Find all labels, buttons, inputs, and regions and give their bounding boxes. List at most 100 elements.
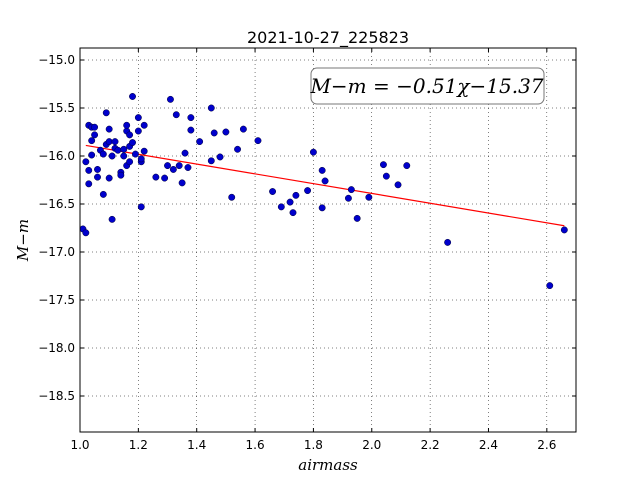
data-point [207,104,215,112]
data-point [184,164,192,171]
data-point [164,162,171,170]
data-point [289,209,297,217]
data-point [114,146,122,154]
data-point [120,152,128,160]
data-point [216,153,224,161]
data-point [353,214,361,222]
x-axis-label: airmass [298,456,358,474]
y-tick-label: −16.5 [38,197,75,211]
data-point [94,173,101,181]
data-point [309,148,317,156]
y-tick-label: −15.0 [38,53,75,67]
plot-frame [79,47,577,433]
data-point [140,147,148,155]
data-point [134,114,142,122]
data-point [254,137,262,145]
data-point [187,114,195,122]
grid [79,48,576,432]
data-point [137,203,145,211]
data-point [382,172,390,180]
data-point [239,125,247,133]
plot-area [80,48,576,432]
fit-line-group [85,144,565,227]
x-tick-label: 2.4 [479,438,498,452]
data-point [344,194,352,202]
x-tick-label: 2.2 [421,438,440,452]
x-tick-label: 2.6 [537,438,556,452]
data-point [102,109,110,117]
data-point [172,111,180,119]
data-point [546,282,554,290]
x-tick-label: 1.6 [246,438,265,452]
data-point [187,126,195,134]
data-point [277,203,285,211]
data-point [126,158,134,166]
data-point [269,188,277,195]
data-point [129,93,136,100]
y-tick-label: −18.0 [38,341,75,355]
y-tick-label: −17.0 [38,245,75,259]
data-point [123,121,131,129]
data-point [137,155,145,163]
data-point [88,151,96,159]
data-point [234,145,242,153]
x-tick-label: 1.0 [70,438,89,452]
data-point [82,158,90,166]
data-point [210,129,218,137]
x-tick-label: 1.8 [304,438,323,452]
axis-ticks: 1.0 1.2 1.4 1.6 1.8 2.0 2.2 2.4 2.6 −15.0 −15.5 −16… [38,48,576,452]
data-point [105,138,113,146]
data-point [161,174,169,182]
data-point [228,193,236,201]
data-point [318,204,326,212]
data-point [99,150,107,158]
data-point [321,177,329,185]
data-point [99,190,107,198]
data-point [175,162,183,170]
data-point [129,139,136,147]
data-point [444,238,452,246]
data-point [394,181,402,189]
data-point [178,179,186,187]
data-point [140,121,148,129]
data-point [105,125,113,133]
data-point [108,215,116,223]
y-axis-label: M−m [14,219,32,262]
data-point [365,193,373,201]
data-point [292,191,300,199]
data-point [181,149,189,157]
data-point [88,137,96,145]
fit-equation-annotation: M−m = −0.51χ−15.37 [309,74,543,98]
data-points [79,93,568,290]
data-point [318,166,326,174]
x-tick-label: 1.4 [187,438,206,452]
data-point [403,162,411,170]
data-point [222,128,230,136]
x-tick-label: 1.2 [129,438,148,452]
data-point [117,171,125,179]
data-point [304,187,312,195]
x-tick-label: 2.0 [362,438,381,452]
annotation-box: M−m = −0.51χ−15.37 [309,67,545,105]
data-point [286,198,294,206]
y-tick-label: −16.0 [38,149,75,163]
data-point [85,166,93,174]
data-point [85,180,93,188]
data-point [196,138,204,146]
data-point [111,138,119,146]
data-point [91,131,99,139]
data-point [134,127,142,135]
fit-line [85,144,565,227]
data-point [94,165,101,173]
data-point [105,174,113,182]
chart-title: 2021-10-27_225823 [247,28,409,48]
data-point [379,161,387,169]
data-point [108,152,116,160]
data-point [120,145,128,153]
data-point [166,95,174,103]
data-point [207,157,215,165]
data-point [131,150,139,158]
data-point [126,131,134,139]
data-point [82,229,90,237]
